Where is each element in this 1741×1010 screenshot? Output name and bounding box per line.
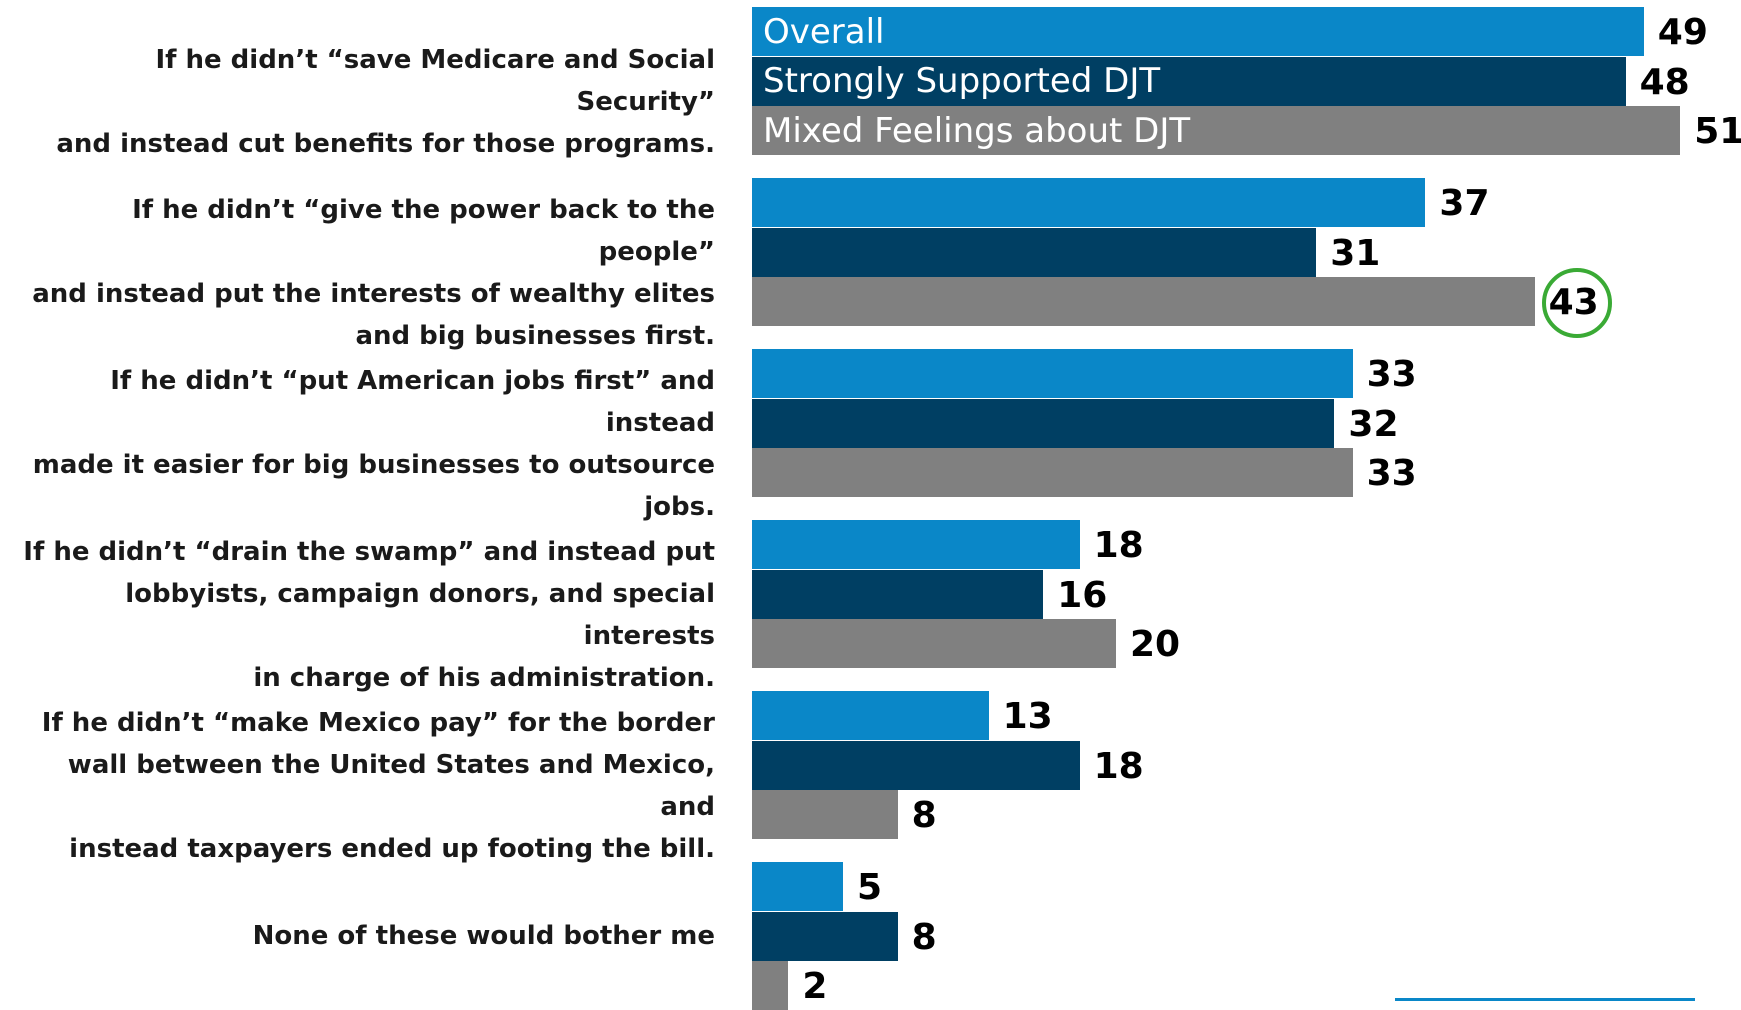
series-name-label: Overall [763,11,885,52]
data-label: 16 [1057,574,1108,616]
bar [752,691,989,740]
data-label: 51 [1694,111,1741,152]
category-label-line: and instead put the interests of wealthy… [32,279,715,309]
bar [752,7,1644,56]
data-label: 20 [1130,624,1181,665]
category-label-line: and instead cut benefits for those progr… [56,129,715,159]
category-label: If he didn’t “put American jobs first” a… [10,360,715,528]
data-label: 2 [802,966,828,1007]
category-label: If he didn’t “make Mexico pay” for the b… [10,702,715,870]
data-label: 5 [857,867,883,908]
data-label: 8 [911,916,937,958]
category-label-line: jobs. [644,492,715,522]
data-label: 33 [1366,453,1417,494]
category-label: If he didn’t “drain the swamp” and inste… [10,531,715,699]
category-label-line: made it easier for big businesses to out… [32,450,715,480]
data-label: 33 [1366,354,1417,395]
category-label-line: If he didn’t “drain the swamp” and inste… [23,537,715,567]
category-label-line: None of these would bother me [252,921,715,951]
category-label-line: instead taxpayers ended up footing the b… [69,834,715,864]
bar [752,227,1317,277]
bar [752,178,1426,227]
category-label: If he didn’t “give the power back to the… [10,189,715,357]
category-label-line: If he didn’t “make Mexico pay” for the b… [41,708,715,738]
data-label: 31 [1330,232,1381,274]
series-name-label: Strongly Supported DJT [763,61,1161,101]
bar [752,520,1080,569]
category-label-line: and big businesses first. [355,321,715,351]
corner-accent-line [1395,998,1695,1001]
category-label: None of these would bother me [10,915,715,957]
data-label: 18 [1093,525,1144,566]
category-label-line: If he didn’t “give the power back to the… [132,195,715,267]
category-label-line: If he didn’t “save Medicare and Social S… [155,45,715,117]
data-label: 13 [1002,696,1053,737]
bar [752,790,898,839]
bar [752,911,898,961]
bar [752,619,1116,668]
data-label: 37 [1439,183,1490,224]
category-label: If he didn’t “save Medicare and Social S… [10,39,715,165]
data-label: 49 [1657,12,1708,53]
bar [752,106,1681,155]
bar [752,56,1626,106]
data-label: 18 [1093,745,1144,787]
highlight-circle [1541,268,1612,338]
bar [752,448,1353,497]
bar [752,569,1044,619]
bar [752,398,1335,448]
bar [752,961,789,1010]
data-label: 8 [911,795,937,836]
series-name-label: Mixed Feelings about DJT [763,110,1191,151]
category-label-line: lobbyists, campaign donors, and special … [125,579,715,651]
category-label-line: in charge of his administration. [253,663,715,693]
data-label: 48 [1639,61,1690,103]
bar [752,349,1353,398]
category-label-line: If he didn’t “put American jobs first” a… [110,366,715,438]
category-label-line: wall between the United States and Mexic… [67,750,715,822]
data-label: 32 [1348,403,1399,445]
bar [752,862,843,911]
bar [752,740,1080,790]
bar [752,277,1535,326]
